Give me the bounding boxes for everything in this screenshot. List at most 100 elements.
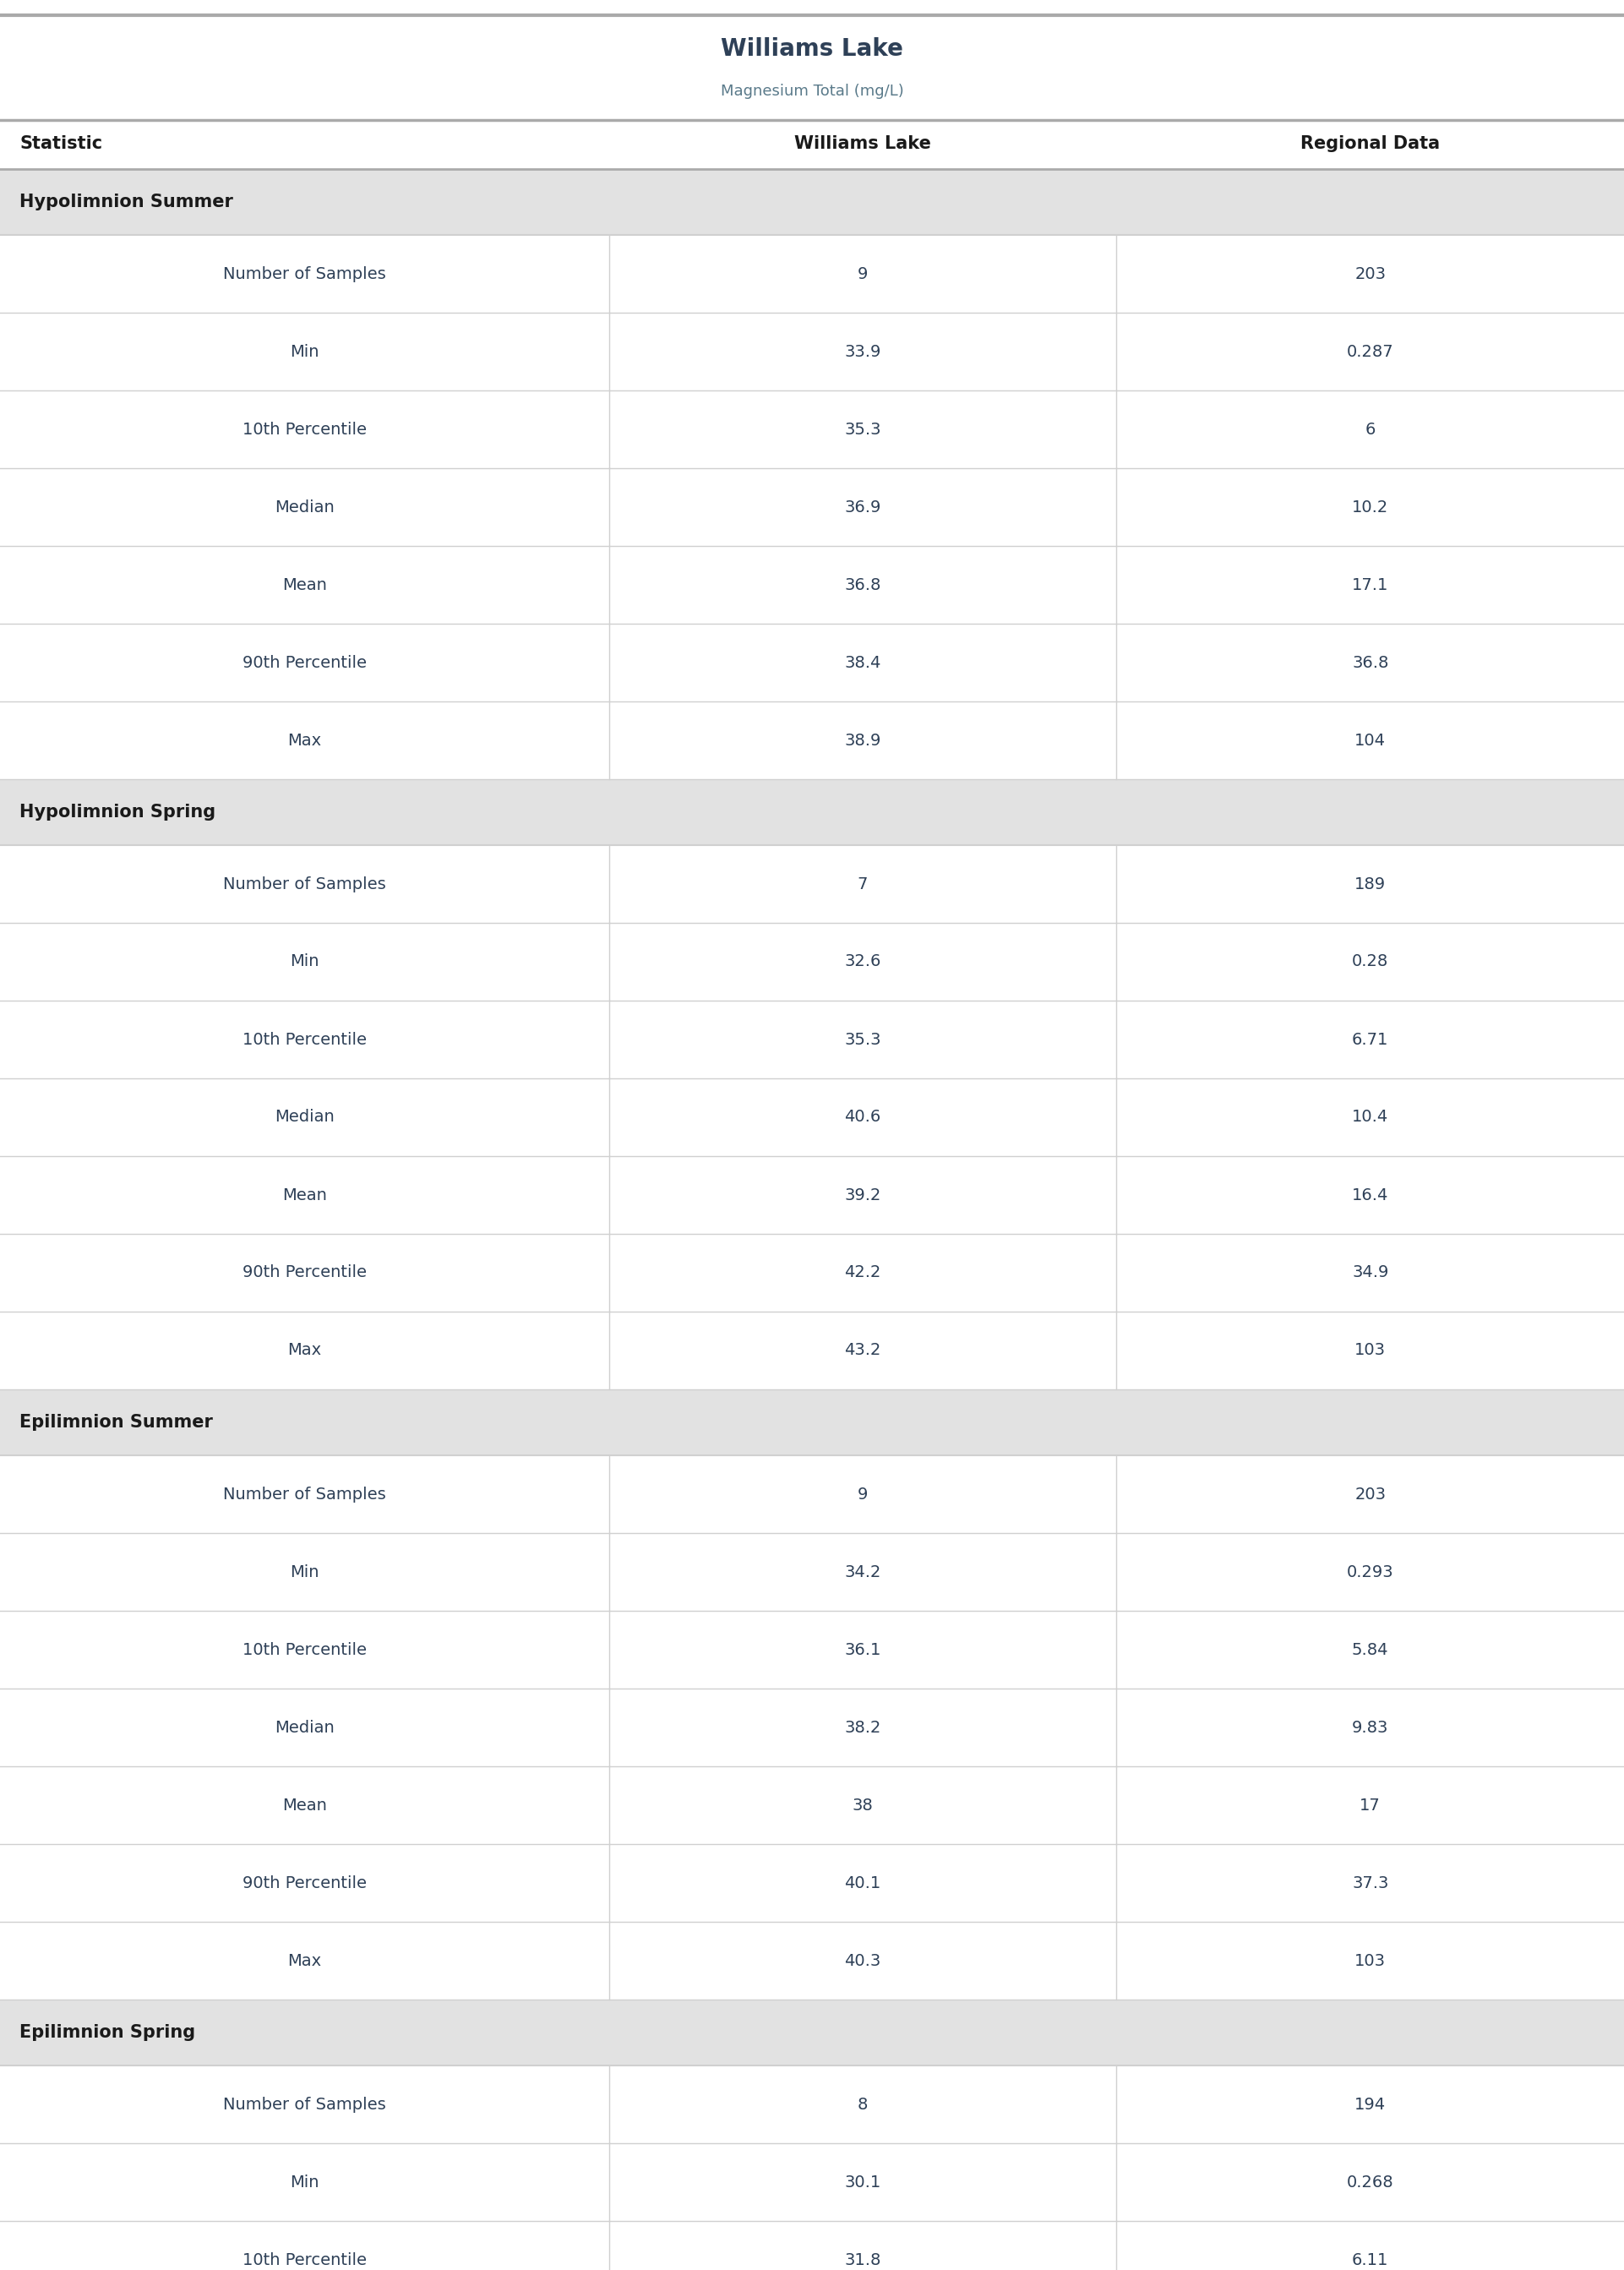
Text: Number of Samples: Number of Samples — [222, 876, 387, 892]
Text: 10th Percentile: 10th Percentile — [242, 1031, 367, 1046]
Bar — [0, 1455, 1624, 1532]
Bar — [0, 390, 1624, 468]
Bar — [0, 2000, 1624, 2066]
Bar — [0, 1235, 1624, 1312]
Text: 203: 203 — [1354, 266, 1385, 281]
Text: Number of Samples: Number of Samples — [222, 2095, 387, 2113]
Text: 17.1: 17.1 — [1351, 577, 1389, 592]
Text: 9: 9 — [857, 266, 867, 281]
Text: 32.6: 32.6 — [844, 953, 882, 969]
Bar — [0, 1923, 1624, 2000]
Text: 38: 38 — [853, 1798, 874, 1814]
Text: Mean: Mean — [283, 1187, 326, 1203]
Text: Williams Lake: Williams Lake — [721, 36, 903, 61]
Text: 10th Percentile: 10th Percentile — [242, 1641, 367, 1657]
Text: 189: 189 — [1354, 876, 1385, 892]
Text: 35.3: 35.3 — [844, 422, 882, 438]
Bar — [0, 1389, 1624, 1455]
Text: Median: Median — [274, 1110, 335, 1126]
Text: 42.2: 42.2 — [844, 1264, 882, 1280]
Text: 0.293: 0.293 — [1346, 1564, 1393, 1580]
Text: 104: 104 — [1354, 733, 1385, 749]
Text: 10th Percentile: 10th Percentile — [242, 422, 367, 438]
Text: 40.3: 40.3 — [844, 1952, 882, 1968]
Text: 37.3: 37.3 — [1351, 1875, 1389, 1891]
Text: 90th Percentile: 90th Percentile — [242, 654, 367, 670]
Text: 90th Percentile: 90th Percentile — [242, 1875, 367, 1891]
Bar — [0, 1001, 1624, 1078]
Text: 90th Percentile: 90th Percentile — [242, 1264, 367, 1280]
Text: 38.9: 38.9 — [844, 733, 882, 749]
Text: 35.3: 35.3 — [844, 1031, 882, 1046]
Bar — [0, 924, 1624, 1001]
Text: 6: 6 — [1366, 422, 1376, 438]
Text: 36.9: 36.9 — [844, 499, 882, 515]
Text: Mean: Mean — [283, 1798, 326, 1814]
Bar — [0, 779, 1624, 844]
Text: 0.28: 0.28 — [1351, 953, 1389, 969]
Text: 0.268: 0.268 — [1346, 2175, 1393, 2191]
Text: 36.1: 36.1 — [844, 1641, 882, 1657]
Bar — [0, 1532, 1624, 1612]
Bar — [0, 1155, 1624, 1235]
Bar — [0, 2220, 1624, 2270]
Text: Median: Median — [274, 1718, 335, 1737]
Text: Epilimnion Summer: Epilimnion Summer — [19, 1414, 213, 1430]
Bar — [0, 2143, 1624, 2220]
Text: Statistic: Statistic — [19, 136, 102, 152]
Bar — [0, 468, 1624, 547]
Text: 194: 194 — [1354, 2095, 1385, 2113]
Text: 40.1: 40.1 — [844, 1875, 882, 1891]
Text: 17: 17 — [1359, 1798, 1380, 1814]
Bar — [0, 1312, 1624, 1389]
Text: Max: Max — [287, 1952, 322, 1968]
Text: 38.4: 38.4 — [844, 654, 882, 670]
Text: Epilimnion Spring: Epilimnion Spring — [19, 2025, 195, 2041]
Text: Max: Max — [287, 1342, 322, 1357]
Text: Regional Data: Regional Data — [1301, 136, 1440, 152]
Text: Median: Median — [274, 499, 335, 515]
Bar — [0, 1078, 1624, 1155]
Text: 31.8: 31.8 — [844, 2252, 882, 2268]
Text: 38.2: 38.2 — [844, 1718, 882, 1737]
Text: 33.9: 33.9 — [844, 343, 882, 359]
Text: 10th Percentile: 10th Percentile — [242, 2252, 367, 2268]
Bar — [0, 1612, 1624, 1689]
Text: 8: 8 — [857, 2095, 867, 2113]
Text: 34.2: 34.2 — [844, 1564, 882, 1580]
Text: 103: 103 — [1354, 1342, 1385, 1357]
Text: 5.84: 5.84 — [1351, 1641, 1389, 1657]
Text: Hypolimnion Summer: Hypolimnion Summer — [19, 193, 234, 211]
Bar — [0, 313, 1624, 390]
Text: Min: Min — [291, 2175, 318, 2191]
Bar — [0, 844, 1624, 924]
Text: Max: Max — [287, 733, 322, 749]
Bar — [0, 234, 1624, 313]
Text: 36.8: 36.8 — [844, 577, 882, 592]
Text: Number of Samples: Number of Samples — [222, 1487, 387, 1503]
Text: 6.11: 6.11 — [1351, 2252, 1389, 2268]
Bar — [0, 1843, 1624, 1923]
Text: Mean: Mean — [283, 577, 326, 592]
Text: Williams Lake: Williams Lake — [794, 136, 931, 152]
Text: 43.2: 43.2 — [844, 1342, 882, 1357]
Text: 40.6: 40.6 — [844, 1110, 882, 1126]
Text: 16.4: 16.4 — [1351, 1187, 1389, 1203]
Text: 34.9: 34.9 — [1351, 1264, 1389, 1280]
Text: Magnesium Total (mg/L): Magnesium Total (mg/L) — [721, 84, 903, 100]
Bar — [0, 547, 1624, 624]
Bar — [0, 701, 1624, 779]
Text: 30.1: 30.1 — [844, 2175, 882, 2191]
Bar — [0, 1766, 1624, 1843]
Text: 103: 103 — [1354, 1952, 1385, 1968]
Text: Hypolimnion Spring: Hypolimnion Spring — [19, 804, 216, 822]
Text: 0.287: 0.287 — [1346, 343, 1393, 359]
Bar — [0, 168, 1624, 234]
Bar — [0, 2066, 1624, 2143]
Text: 203: 203 — [1354, 1487, 1385, 1503]
Bar — [0, 624, 1624, 701]
Text: Min: Min — [291, 953, 318, 969]
Bar — [0, 1689, 1624, 1766]
Text: 10.2: 10.2 — [1351, 499, 1389, 515]
Text: 6.71: 6.71 — [1351, 1031, 1389, 1046]
